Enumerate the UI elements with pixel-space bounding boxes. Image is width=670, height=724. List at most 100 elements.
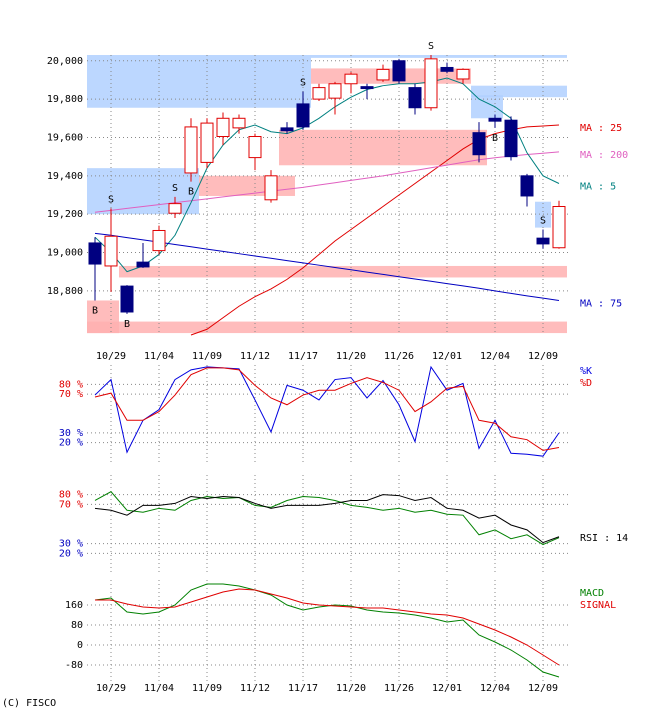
x-tick-label: 12/04 <box>480 683 510 694</box>
legend-label: RSI : 14 <box>580 533 628 544</box>
candle-body <box>168 203 182 214</box>
zone <box>87 168 199 215</box>
y-tick-label: 18,800 <box>47 286 83 297</box>
y-tick-label: 19,600 <box>47 132 83 143</box>
zone <box>471 95 503 119</box>
candle-body <box>488 117 502 122</box>
candle-body <box>200 122 214 163</box>
y-tick-label: 70 % <box>59 499 83 510</box>
y-tick-label: -80 <box>65 660 83 671</box>
series-line <box>94 77 560 273</box>
y-tick-label: 30 % <box>59 539 83 550</box>
candle-body <box>472 132 486 156</box>
candle-body <box>312 87 326 100</box>
y-tick-label: 19,000 <box>47 248 83 259</box>
zone <box>279 129 487 166</box>
x-tick-label: 11/12 <box>240 683 270 694</box>
candle-body <box>216 117 230 138</box>
series-line <box>94 367 560 451</box>
y-tick-label: 80 % <box>59 490 83 501</box>
candle-body <box>552 206 566 249</box>
zone <box>119 265 567 278</box>
x-tick-label: 10/29 <box>96 351 126 362</box>
x-tick-label: 11/04 <box>144 351 174 362</box>
y-tick-label: 20 % <box>59 438 83 449</box>
series-line <box>94 583 560 678</box>
y-tick-label: 80 <box>71 620 83 631</box>
candle-body <box>152 229 166 252</box>
candle-body <box>88 242 102 265</box>
x-tick-label: 11/26 <box>384 351 414 362</box>
candle-body <box>136 261 150 268</box>
signal-label: B <box>492 133 498 144</box>
x-tick-label: 11/09 <box>192 351 222 362</box>
x-tick-label: 11/09 <box>192 683 222 694</box>
candle-body <box>232 117 246 129</box>
candle-body <box>184 126 198 174</box>
legend-label: MA : 75 <box>580 298 622 309</box>
x-tick-label: 11/20 <box>336 351 366 362</box>
x-tick-label: 12/04 <box>480 351 510 362</box>
candle-body <box>520 175 534 197</box>
series-line <box>94 232 560 301</box>
y-tick-label: 19,400 <box>47 171 83 182</box>
x-tick-label: 12/01 <box>432 351 462 362</box>
signal-label: B <box>124 319 130 330</box>
series-line <box>94 491 560 546</box>
candle-body <box>296 103 310 128</box>
y-tick-label: 30 % <box>59 428 83 439</box>
candle-body <box>408 87 422 109</box>
legend-label: SIGNAL <box>580 600 616 611</box>
signal-label: S <box>300 77 306 88</box>
candle-body <box>104 235 118 267</box>
zone <box>87 321 567 334</box>
y-tick-label: 70 % <box>59 389 83 400</box>
signal-label: B <box>92 305 98 316</box>
signal-label: S <box>108 194 114 205</box>
candle-body <box>536 237 550 245</box>
copyright: (C) FISCO <box>2 698 56 709</box>
x-tick-label: 11/17 <box>288 351 318 362</box>
x-tick-label: 11/04 <box>144 683 174 694</box>
candle-body <box>424 58 438 109</box>
candle-body <box>328 83 342 99</box>
candle-body <box>248 136 262 159</box>
series-line <box>94 151 560 213</box>
y-tick-label: 20 % <box>59 548 83 559</box>
legend-label: MA : 200 <box>580 150 628 161</box>
x-tick-label: 12/09 <box>528 351 558 362</box>
candle-body <box>120 285 134 313</box>
legend-label: %D <box>580 378 592 389</box>
candle-body <box>440 66 454 72</box>
x-tick-label: 12/09 <box>528 683 558 694</box>
x-tick-label: 11/12 <box>240 351 270 362</box>
legend-label: MACD <box>580 588 604 599</box>
candle-body <box>280 127 294 132</box>
legend-label: MA : 5 <box>580 181 616 192</box>
y-tick-label: 0 <box>77 640 83 651</box>
y-tick-label: 160 <box>65 600 83 611</box>
x-tick-label: 11/26 <box>384 683 414 694</box>
series-line <box>190 124 560 336</box>
candle-body <box>264 175 278 201</box>
candle-body <box>360 86 374 90</box>
signal-label: S <box>172 183 178 194</box>
zone <box>199 175 295 196</box>
legend-label: %K <box>580 366 592 377</box>
candle-body <box>376 68 390 81</box>
signal-label: B <box>188 187 194 198</box>
series-line <box>95 588 560 666</box>
x-tick-label: 11/20 <box>336 683 366 694</box>
candle-body <box>504 119 518 158</box>
zone <box>87 55 311 108</box>
zone <box>471 85 567 98</box>
x-tick-label: 10/29 <box>96 683 126 694</box>
zone <box>311 55 567 58</box>
candle-body <box>392 60 406 82</box>
x-tick-label: 11/17 <box>288 683 318 694</box>
y-tick-label: 19,200 <box>47 209 83 220</box>
x-tick-label: 12/01 <box>432 683 462 694</box>
legend-label: MA : 25 <box>580 123 622 134</box>
y-tick-label: 20,000 <box>47 56 83 67</box>
